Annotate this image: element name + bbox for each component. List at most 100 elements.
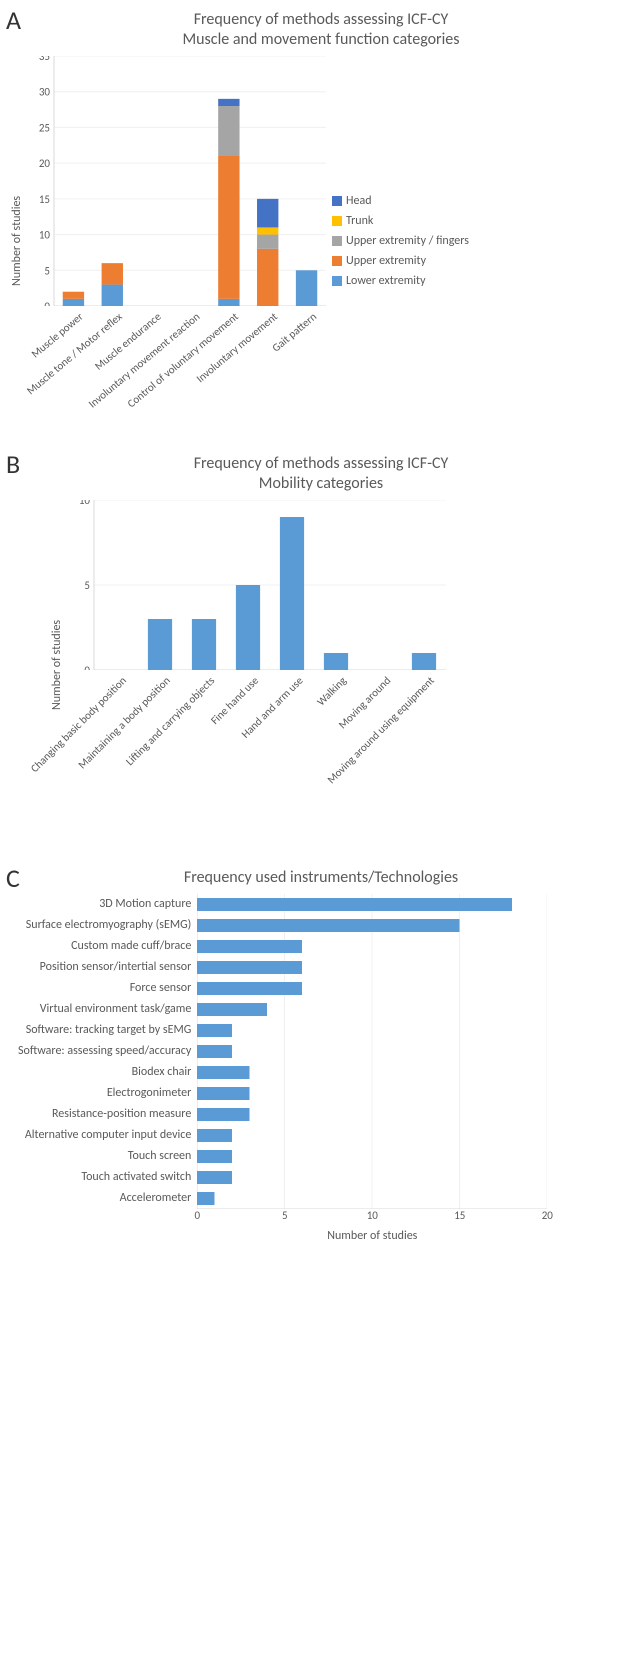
legend-swatch <box>332 196 342 206</box>
legend-label: Trunk <box>346 214 373 228</box>
panel-a-letter: A <box>6 4 21 36</box>
svg-text:5: 5 <box>84 579 90 592</box>
panel-c-category-label: Accelerometer <box>120 1188 192 1209</box>
panel-b: B Frequency of methods assessing ICF-CY … <box>0 444 618 838</box>
bar <box>236 585 260 670</box>
hbar <box>197 982 302 995</box>
bar-segment <box>218 299 239 306</box>
panel-b-category-label: Walking <box>315 674 349 708</box>
panel-a-title-l2: Muscle and movement function categories <box>182 30 459 49</box>
panel-b-title-l1: Frequency of methods assessing ICF-CY <box>194 454 449 473</box>
panel-c-category-labels: 3D Motion captureSurface electromyograph… <box>18 894 197 1209</box>
panel-c-xlabel: Number of studies <box>197 1229 547 1243</box>
panel-c-xtick: 5 <box>275 1209 295 1222</box>
panel-a-xlabels: Muscle powerMuscle tone / Motor reflexMu… <box>26 306 326 426</box>
hbar <box>197 1108 250 1121</box>
legend-item: Lower extremity <box>332 274 614 288</box>
panel-c-category-label: 3D Motion capture <box>99 894 191 915</box>
panel-c-category-label: Custom made cuff/brace <box>71 936 191 957</box>
bar-segment <box>218 156 239 299</box>
panel-a-ylabel: Number of studies <box>8 56 26 426</box>
hbar <box>197 1150 232 1163</box>
hbar <box>197 940 302 953</box>
panel-a-title: Frequency of methods assessing ICF-CY Mu… <box>58 10 584 50</box>
panel-c-plot <box>197 894 547 1209</box>
panel-c: C Frequency used instruments/Technologie… <box>0 858 618 1251</box>
panel-a-plot: 05101520253035 <box>26 56 326 306</box>
panel-c-title: Frequency used instruments/Technologies <box>58 868 584 888</box>
legend-item: Upper extremity <box>332 254 614 268</box>
hbar <box>197 1024 232 1037</box>
bar <box>192 619 216 670</box>
panel-c-category-label: Virtual environment task/game <box>40 999 192 1020</box>
panel-c-xtick: 0 <box>187 1209 207 1222</box>
bar <box>148 619 172 670</box>
legend-label: Upper extremity / fingers <box>346 234 469 248</box>
hbar <box>197 1003 267 1016</box>
svg-text:30: 30 <box>39 86 51 99</box>
panel-c-letter: C <box>6 862 20 894</box>
hbar <box>197 898 512 911</box>
bar-segment <box>257 249 278 306</box>
panel-c-category-label: Resistance-position measure <box>52 1104 191 1125</box>
legend-swatch <box>332 236 342 246</box>
bar <box>412 653 436 670</box>
legend-label: Lower extremity <box>346 274 426 288</box>
svg-text:10: 10 <box>79 500 91 507</box>
bar-segment <box>257 235 278 249</box>
bar-segment <box>257 199 278 228</box>
hbar <box>197 961 302 974</box>
hbar <box>197 1066 250 1079</box>
svg-text:5: 5 <box>44 264 50 277</box>
legend-label: Upper extremity <box>346 254 426 268</box>
bar-segment <box>102 285 123 306</box>
panel-c-category-label: Software: assessing speed/accuracy <box>18 1041 191 1062</box>
legend-swatch <box>332 276 342 286</box>
hbar <box>197 1171 232 1184</box>
bar-segment <box>102 263 123 284</box>
panel-a-title-l1: Frequency of methods assessing ICF-CY <box>194 10 449 29</box>
bar-segment <box>218 99 239 106</box>
panel-b-plot: 0510 <box>66 500 446 670</box>
hbar <box>197 1192 215 1205</box>
panel-c-xtick: 15 <box>450 1209 470 1222</box>
bar-segment <box>63 292 84 299</box>
panel-c-category-label: Biodex chair <box>132 1062 192 1083</box>
svg-text:15: 15 <box>39 193 50 206</box>
bar <box>324 653 348 670</box>
legend-label: Head <box>346 194 372 208</box>
bar-segment <box>257 227 278 234</box>
panel-b-letter: B <box>6 448 20 480</box>
panel-c-category-label: Surface electromyography (sEMG) <box>26 915 192 936</box>
bar-segment <box>296 270 317 306</box>
panel-a: A Frequency of methods assessing ICF-CY … <box>0 0 618 434</box>
bar <box>280 517 304 670</box>
panel-b-xlabels: Changing basic body positionMaintaining … <box>66 670 446 830</box>
legend-item: Upper extremity / fingers <box>332 234 614 248</box>
legend-swatch <box>332 216 342 226</box>
panel-c-xtick: 10 <box>362 1209 382 1222</box>
panel-a-legend: Head Trunk Upper extremity / fingers Upper … <box>326 56 614 426</box>
panel-b-title: Frequency of methods assessing ICF-CY Mo… <box>58 454 584 494</box>
panel-c-category-label: Force sensor <box>130 978 192 999</box>
svg-text:20: 20 <box>39 157 51 170</box>
svg-text:25: 25 <box>39 121 50 134</box>
panel-c-category-label: Alternative computer input device <box>25 1125 191 1146</box>
hbar <box>197 919 460 932</box>
panel-c-category-label: Electrogonimeter <box>107 1083 192 1104</box>
bar-segment <box>218 106 239 156</box>
panel-c-category-label: Touch activated switch <box>81 1167 191 1188</box>
hbar <box>197 1129 232 1142</box>
panel-b-ylabel: Number of studies <box>48 500 66 830</box>
panel-c-xticks: 05101520 <box>197 1209 547 1225</box>
svg-text:35: 35 <box>39 56 50 63</box>
panel-c-category-label: Software: tracking target by sEMG <box>26 1020 192 1041</box>
legend-item: Head <box>332 194 614 208</box>
hbar <box>197 1045 232 1058</box>
svg-text:10: 10 <box>39 229 51 242</box>
panel-c-xtick: 20 <box>537 1209 557 1222</box>
panel-b-category-label: Lifting and carrying objects <box>123 674 217 768</box>
bar-segment <box>63 299 84 306</box>
panel-c-category-label: Touch screen <box>128 1146 192 1167</box>
legend-item: Trunk <box>332 214 614 228</box>
